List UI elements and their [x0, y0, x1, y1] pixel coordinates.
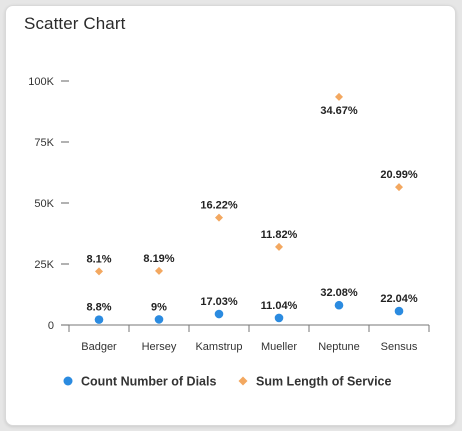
data-label: 22.04%	[380, 293, 418, 305]
y-tick-label: 100K	[28, 76, 54, 88]
legend-item-count-number-of-dials[interactable]: Count Number of Dials	[63, 375, 217, 389]
data-label: 8.1%	[86, 253, 111, 265]
data-label: 34.67%	[320, 105, 358, 117]
diamond-point[interactable]	[95, 267, 103, 276]
diamond-point[interactable]	[275, 242, 283, 251]
data-label: 9%	[151, 301, 167, 313]
axis-layer: 0 25K 50K 75K 100K Badger Hersey Kamstrup Muelle…	[28, 76, 430, 353]
legend-label: Count Number of Dials	[81, 375, 216, 389]
data-label: 11.04%	[261, 300, 298, 312]
legend-circle-icon	[63, 376, 73, 386]
x-tick-label-badger: Badger	[81, 341, 117, 353]
y-tick-label: 25K	[34, 259, 54, 271]
chart-card	[5, 5, 456, 426]
circle-point[interactable]	[214, 309, 224, 319]
y-tick-label: 75K	[34, 137, 54, 149]
x-tick-label-hersey: Hersey	[142, 341, 177, 353]
diamond-point[interactable]	[215, 213, 223, 222]
data-label: 8.8%	[86, 302, 111, 314]
legend-item-sum-length-of-service[interactable]: Sum Length of Service	[238, 375, 392, 389]
series-count-number-of-dials: 8.8% 9% 17.03% 11.04% 32.08% 22.04%	[86, 287, 418, 324]
diamond-point[interactable]	[335, 92, 343, 101]
data-label: 32.08%	[320, 287, 358, 299]
legend-diamond-icon	[238, 376, 248, 386]
y-tick-label: 50K	[34, 198, 54, 210]
series-sum-length-of-service: 8.1% 8.19% 16.22% 11.82% 34.67% 20.99%	[86, 92, 418, 276]
circle-point[interactable]	[274, 313, 284, 323]
x-tick-label-kamstrup: Kamstrup	[195, 341, 242, 353]
data-label: 8.19%	[143, 253, 174, 265]
y-tick-label: 0	[48, 320, 54, 332]
data-label: 20.99%	[380, 169, 418, 181]
series-layer: 8.8% 9% 17.03% 11.04% 32.08% 22.04% 8.1% 8.19% 1…	[86, 92, 418, 324]
diamond-point[interactable]	[155, 266, 163, 275]
legend[interactable]: Count Number of Dials Sum Length of Servi…	[63, 375, 392, 389]
data-label: 11.82%	[261, 229, 298, 241]
x-tick-label-sensus: Sensus	[381, 341, 418, 353]
data-label: 17.03%	[200, 296, 238, 308]
circle-point[interactable]	[154, 315, 164, 324]
circle-point[interactable]	[94, 315, 104, 324]
circle-point[interactable]	[394, 306, 404, 316]
circle-point[interactable]	[334, 300, 344, 310]
x-tick-label-neptune: Neptune	[318, 341, 360, 353]
x-tick-label-mueller: Mueller	[261, 341, 297, 353]
legend-label: Sum Length of Service	[256, 375, 391, 389]
chart-title: Scatter Chart	[24, 14, 126, 33]
data-label: 16.22%	[200, 200, 238, 212]
diamond-point[interactable]	[395, 183, 403, 192]
